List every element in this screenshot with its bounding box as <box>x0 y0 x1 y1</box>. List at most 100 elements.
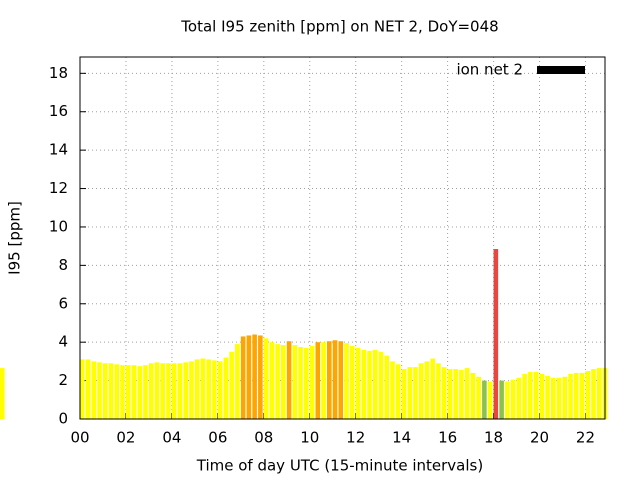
bar <box>355 347 361 419</box>
x-tick-label: 04 <box>162 429 181 447</box>
y-tick-label: 4 <box>58 333 68 351</box>
bar <box>528 371 533 419</box>
bar <box>367 350 372 419</box>
bar <box>171 363 177 419</box>
x-axis-label: Time of day UTC (15-minute intervals) <box>196 457 483 475</box>
y-tick-label: 0 <box>58 410 68 428</box>
bar <box>223 357 229 419</box>
x-tick-label: 10 <box>300 429 319 447</box>
bar <box>579 372 585 419</box>
bar <box>137 366 143 419</box>
chart-title: Total I95 zenith [ppm] on NET 2, DoY=048 <box>180 18 498 36</box>
y-tick-label: 2 <box>58 371 68 389</box>
bar <box>97 362 102 419</box>
bar <box>384 355 390 419</box>
bar <box>292 345 298 419</box>
bar <box>591 369 596 419</box>
legend-label: ion net 2 <box>456 61 523 79</box>
bar <box>114 364 120 419</box>
bar <box>453 369 458 419</box>
bar <box>212 360 217 419</box>
bar <box>573 372 579 419</box>
bar <box>160 363 166 419</box>
y-tick-label: 16 <box>49 102 68 120</box>
bar <box>533 371 539 419</box>
x-tick-label: 20 <box>530 429 549 447</box>
bar <box>269 342 275 419</box>
bar <box>539 373 545 419</box>
bar <box>154 362 160 419</box>
y-tick-label: 6 <box>58 294 68 312</box>
bar <box>200 358 206 419</box>
y-axis-label: I95 [ppm] <box>6 201 24 275</box>
bar <box>206 359 211 419</box>
bar <box>585 370 591 419</box>
bar <box>551 377 556 419</box>
bar <box>332 340 338 419</box>
bar <box>315 342 321 419</box>
bar <box>143 365 148 419</box>
bar <box>568 373 573 419</box>
bar <box>407 367 413 419</box>
bar <box>235 344 240 419</box>
bar <box>487 381 493 419</box>
bar <box>447 369 453 419</box>
bar <box>281 345 286 419</box>
bar <box>424 361 430 419</box>
bar <box>194 359 200 419</box>
bar <box>189 361 194 419</box>
bar <box>108 363 114 419</box>
bar <box>516 377 522 419</box>
bar <box>378 351 384 419</box>
bar <box>510 379 516 419</box>
bar <box>252 334 257 419</box>
bar <box>166 363 171 419</box>
bar <box>361 349 367 419</box>
bar <box>246 335 252 419</box>
bar <box>418 363 424 419</box>
bar <box>470 372 476 419</box>
bar <box>263 338 269 419</box>
bar <box>596 368 602 419</box>
bar <box>80 359 85 419</box>
bar <box>0 368 5 419</box>
y-tick-label: 10 <box>49 217 68 235</box>
x-tick-label: 00 <box>70 429 89 447</box>
y-tick-label: 14 <box>49 141 68 159</box>
bar <box>436 363 441 419</box>
bar <box>177 363 183 419</box>
bar <box>304 347 309 419</box>
bar <box>464 368 470 419</box>
bar <box>556 377 562 419</box>
bar <box>258 335 263 419</box>
bar <box>482 380 487 419</box>
x-tick-label: 16 <box>438 429 457 447</box>
x-tick-label: 12 <box>346 429 365 447</box>
bar <box>85 359 91 419</box>
bar <box>183 362 188 419</box>
bar <box>562 376 568 419</box>
bar <box>102 363 108 419</box>
x-tick-label: 02 <box>116 429 135 447</box>
bar <box>131 365 137 419</box>
bar <box>125 365 131 419</box>
bar <box>545 375 550 419</box>
x-tick-label: 18 <box>484 429 503 447</box>
bar <box>217 361 223 419</box>
bar <box>229 351 234 419</box>
bar <box>476 376 481 419</box>
bar <box>390 361 395 419</box>
bar <box>344 343 349 419</box>
x-tick-label: 08 <box>254 429 273 447</box>
bar <box>326 341 332 419</box>
bar <box>499 380 504 419</box>
bar <box>309 346 315 419</box>
bar <box>401 369 407 419</box>
bar <box>430 358 435 419</box>
bar <box>321 342 326 419</box>
legend-swatch <box>537 66 585 74</box>
bar <box>148 363 154 419</box>
bar <box>441 367 447 419</box>
bar <box>240 336 246 419</box>
